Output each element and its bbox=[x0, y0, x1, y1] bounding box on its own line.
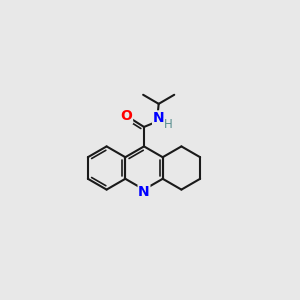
Text: N: N bbox=[153, 111, 164, 125]
Text: N: N bbox=[138, 185, 150, 199]
Text: O: O bbox=[121, 110, 133, 123]
Text: H: H bbox=[164, 118, 173, 131]
